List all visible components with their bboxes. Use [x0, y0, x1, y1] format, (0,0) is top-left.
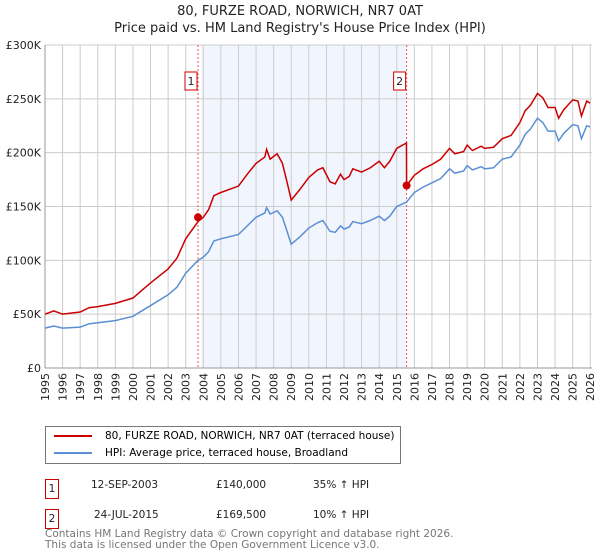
- y-tick-label: £250K: [6, 93, 42, 106]
- x-tick-label: 2003: [180, 373, 193, 401]
- x-tick-label: 2017: [426, 373, 439, 401]
- sale-date: 12-SEP-2003: [91, 479, 159, 491]
- chart-subtitle: Price paid vs. HM Land Registry's House …: [114, 21, 486, 36]
- x-tick-label: 2020: [479, 373, 492, 401]
- x-tick-label: 1997: [74, 373, 87, 401]
- sale-point: [402, 181, 411, 190]
- x-tick-label: 2024: [549, 373, 562, 401]
- sale-date: 24-JUL-2015: [94, 509, 159, 521]
- sale-marker-label: 2: [396, 75, 403, 88]
- y-tick-label: £100K: [6, 254, 42, 267]
- y-tick-label: £0: [27, 362, 41, 375]
- legend-label: 80, FURZE ROAD, NORWICH, NR7 0AT (terrac…: [105, 430, 395, 442]
- sale-row: 1 12-SEP-2003 £140,000 35% ↑ HPI: [45, 476, 445, 499]
- x-tick-label: 2010: [303, 373, 316, 401]
- sale-marker-box: 1: [45, 479, 59, 499]
- x-tick-label: 2012: [338, 373, 351, 401]
- x-tick-label: 1999: [109, 373, 122, 401]
- x-tick-label: 2004: [197, 373, 210, 401]
- y-tick-label: £150K: [6, 201, 42, 214]
- x-tick-label: 2002: [162, 373, 175, 401]
- sale-marker-box: [184, 71, 198, 91]
- footer-line: This data is licensed under the Open Gov…: [45, 539, 380, 551]
- legend: 80, FURZE ROAD, NORWICH, NR7 0AT (terrac…: [45, 426, 401, 464]
- x-tick-label: 2023: [531, 373, 544, 401]
- chart-title: 80, FURZE ROAD, NORWICH, NR7 0AT: [177, 4, 423, 19]
- x-tick-label: 2007: [250, 373, 263, 401]
- x-tick-label: 2025: [567, 373, 580, 401]
- sale-price: £140,000: [216, 479, 267, 491]
- legend-swatch-red: [54, 435, 92, 437]
- sale-row: 2 24-JUL-2015 £169,500 10% ↑ HPI: [45, 506, 445, 529]
- x-tick-label: 1998: [92, 373, 105, 401]
- y-tick-label: £50K: [13, 308, 42, 321]
- x-tick-label: 2009: [285, 373, 298, 401]
- hpi-line: [44, 117, 591, 329]
- x-tick-label: 2022: [514, 373, 527, 401]
- y-tick-label: £200K: [6, 147, 42, 160]
- legend-label: HPI: Average price, terraced house, Broa…: [105, 447, 348, 459]
- x-tick-label: 2014: [373, 373, 386, 401]
- footer: Contains HM Land Registry data © Crown c…: [45, 529, 453, 551]
- legend-item-hpi: HPI: Average price, terraced house, Broa…: [54, 447, 348, 459]
- sale-price: £169,500: [216, 509, 267, 521]
- x-tick-label: 2011: [320, 373, 333, 401]
- property-price-line: [44, 92, 591, 315]
- sale-point: [194, 213, 203, 222]
- x-tick-label: 2013: [356, 373, 369, 401]
- x-tick-label: 2015: [391, 373, 404, 401]
- price-chart: 1995 1996 1997 1998 1999 2000 2001 2002 2003 2004…: [6, 39, 597, 401]
- x-tick-label: 2021: [496, 373, 509, 401]
- legend-item-property: 80, FURZE ROAD, NORWICH, NR7 0AT (terrac…: [54, 430, 394, 442]
- x-tick-label: 2026: [584, 373, 597, 401]
- x-tick-label: 2005: [215, 373, 228, 401]
- x-tick-label: 2008: [268, 373, 281, 401]
- x-tick-label: 2000: [127, 373, 140, 401]
- x-tick-label: 2016: [408, 373, 421, 401]
- sale-marker-label: 1: [188, 75, 195, 88]
- sale-marker-box: [393, 71, 407, 91]
- x-tick-label: 1995: [39, 373, 52, 401]
- x-tick-label: 2019: [461, 373, 474, 401]
- legend-swatch-blue: [54, 452, 92, 454]
- sale-hpi-change: 10% ↑ HPI: [313, 509, 370, 521]
- x-tick-label: 1996: [57, 373, 70, 401]
- sale-marker-box: 2: [45, 509, 59, 529]
- x-tick-label: 2018: [444, 373, 457, 401]
- x-tick-label: 2006: [232, 373, 245, 401]
- footer-line: Contains HM Land Registry data © Crown c…: [45, 528, 454, 540]
- y-tick-label: £300K: [6, 39, 42, 52]
- x-tick-label: 2001: [145, 373, 158, 401]
- sale-hpi-change: 35% ↑ HPI: [313, 479, 370, 491]
